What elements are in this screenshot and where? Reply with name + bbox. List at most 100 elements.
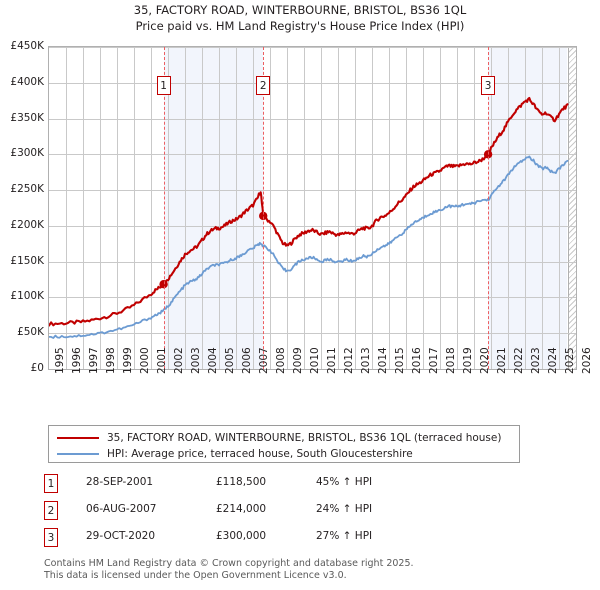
y-axis-label: £50K — [17, 326, 44, 339]
gridline-vertical — [117, 47, 118, 369]
x-axis-label: 1996 — [71, 347, 83, 374]
gridline-vertical — [270, 47, 271, 369]
y-axis-label: £400K — [10, 75, 44, 88]
x-axis-label: 2010 — [309, 347, 321, 374]
transaction-price: £300,000 — [216, 530, 267, 542]
gridline-vertical — [134, 47, 135, 369]
series-lines — [49, 96, 569, 339]
transaction-price: £118,500 — [216, 476, 267, 488]
footer-line-2: This data is licensed under the Open Gov… — [44, 569, 347, 581]
x-axis-label: 2001 — [156, 347, 168, 374]
gridline-vertical — [423, 47, 424, 369]
event-line-3 — [488, 47, 490, 369]
x-axis-label: 2025 — [564, 347, 576, 374]
transaction-hpi-delta: 27% ↑ HPI — [316, 530, 373, 542]
gridline-vertical — [100, 47, 101, 369]
x-axis-label: 2021 — [496, 347, 508, 374]
gridline-vertical — [83, 47, 84, 369]
x-axis-label: 2009 — [292, 347, 304, 374]
y-axis-label: £450K — [10, 40, 44, 52]
x-axis-label: 2014 — [377, 347, 389, 374]
gridline-vertical — [66, 47, 67, 369]
y-axis-label: £100K — [10, 290, 44, 303]
x-axis-label: 1999 — [122, 347, 134, 374]
x-axis-label: 2006 — [241, 347, 253, 374]
gridline-vertical — [253, 47, 254, 369]
x-axis-label: 2019 — [462, 347, 474, 374]
x-axis-label: 2018 — [445, 347, 457, 374]
table-row[interactable]: 1 28-SEP-2001 £118,500 45% ↑ HPI — [44, 472, 504, 499]
event-line-2 — [263, 47, 265, 369]
gridline-horizontal — [49, 47, 576, 48]
gridline-vertical — [559, 47, 560, 369]
x-axis-label: 2000 — [139, 347, 151, 374]
x-axis-label: 2007 — [258, 347, 270, 374]
y-axis-label: £350K — [10, 111, 44, 124]
x-axis-label: 2008 — [275, 347, 287, 374]
gridline-horizontal — [49, 297, 576, 299]
y-axis-label: £300K — [10, 147, 44, 160]
event-badge-1[interactable]: 1 — [156, 76, 171, 95]
gridline-vertical — [338, 47, 339, 369]
x-axis-label: 2020 — [479, 347, 491, 374]
chart-plot-area — [48, 46, 577, 370]
legend-label-hpi: HPI: Average price, terraced house, Sout… — [107, 448, 413, 460]
gridline-vertical — [491, 47, 492, 369]
no-data-region — [567, 47, 576, 369]
gridline-horizontal — [49, 118, 576, 120]
x-axis-label: 2005 — [224, 347, 236, 374]
y-axis-label: £150K — [10, 254, 44, 267]
x-axis-label: 2013 — [360, 347, 372, 374]
gridline-vertical — [355, 47, 356, 369]
footer-line-1: Contains HM Land Registry data © Crown c… — [44, 558, 414, 569]
legend-label-price-paid: 35, FACTORY ROAD, WINTERBOURNE, BRISTOL,… — [107, 432, 502, 444]
transaction-hpi-delta: 24% ↑ HPI — [316, 503, 373, 515]
gridline-vertical — [372, 47, 373, 369]
transaction-badge: 2 — [44, 501, 58, 520]
x-axis-label: 2023 — [530, 347, 542, 374]
event-line-1 — [163, 47, 165, 369]
y-axis-label: £0 — [30, 362, 44, 374]
table-row[interactable]: 3 29-OCT-2020 £300,000 27% ↑ HPI — [44, 526, 504, 553]
gridline-vertical — [406, 47, 407, 369]
x-axis-label: 2011 — [326, 347, 338, 374]
gridline-horizontal — [49, 154, 576, 156]
transaction-badge: 1 — [44, 474, 58, 493]
gridline-vertical — [321, 47, 322, 369]
y-axis-label: £200K — [10, 218, 44, 231]
gridline-vertical — [236, 47, 237, 369]
gridline-vertical — [287, 47, 288, 369]
gridline-vertical — [508, 47, 509, 369]
transaction-hpi-delta: 45% ↑ HPI — [316, 476, 373, 488]
legend-swatch-price-paid — [57, 437, 99, 439]
sale-marker-3[interactable] — [483, 150, 493, 159]
gridline-vertical — [440, 47, 441, 369]
transaction-date: 28-SEP-2001 — [86, 476, 154, 488]
gridline-vertical — [542, 47, 543, 369]
x-axis-label: 1998 — [105, 347, 117, 374]
gridline-horizontal — [49, 225, 576, 227]
x-axis-label: 2002 — [173, 347, 185, 374]
gridline-vertical — [389, 47, 390, 369]
gridline-horizontal — [49, 333, 576, 335]
x-axis-label: 2024 — [547, 347, 559, 374]
gridline-vertical — [304, 47, 305, 369]
gridline-vertical — [219, 47, 220, 369]
transactions-table: 1 28-SEP-2001 £118,500 45% ↑ HPI 2 06-AUG-200… — [44, 472, 504, 553]
x-axis-label: 2003 — [190, 347, 202, 374]
table-row[interactable]: 2 06-AUG-2007 £214,000 24% ↑ HPI — [44, 499, 504, 526]
event-badge-2[interactable]: 2 — [256, 76, 271, 95]
title-line-2: Price paid vs. HM Land Registry's House … — [135, 19, 465, 33]
x-axis-label: 2026 — [581, 347, 593, 374]
page-title: 35, FACTORY ROAD, WINTERBOURNE, BRISTOL,… — [0, 2, 600, 34]
event-badge-3[interactable]: 3 — [481, 76, 496, 95]
x-axis-label: 2015 — [394, 347, 406, 374]
legend-swatch-hpi — [57, 453, 99, 455]
x-axis-label: 2022 — [513, 347, 525, 374]
gridline-vertical — [474, 47, 475, 369]
gridline-vertical — [185, 47, 186, 369]
transaction-date: 06-AUG-2007 — [86, 503, 157, 515]
transaction-date: 29-OCT-2020 — [86, 530, 155, 542]
gridline-horizontal — [49, 261, 576, 263]
